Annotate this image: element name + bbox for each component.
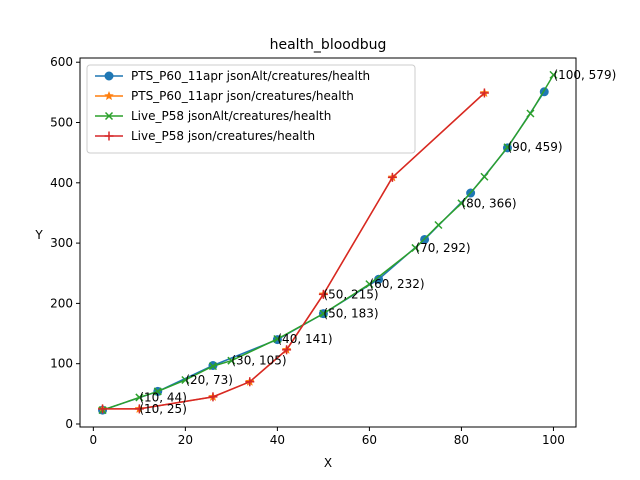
x-tick-label: 0 — [90, 433, 98, 447]
series-line — [102, 74, 555, 411]
data-point-stroke — [457, 199, 466, 208]
data-point-stroke — [549, 70, 558, 79]
legend-marker — [104, 111, 114, 121]
data-label: (10, 25) — [139, 402, 187, 416]
data-label: (90, 459) — [507, 140, 562, 154]
data-label: (100, 579) — [553, 68, 616, 82]
data-point — [227, 356, 236, 365]
y-tick-label: 300 — [50, 236, 73, 250]
data-point — [365, 280, 374, 289]
data-point — [479, 88, 489, 98]
data-label: (70, 292) — [415, 241, 470, 255]
data-point-stroke — [526, 109, 535, 118]
legend: PTS_P60_11apr jsonAlt/creatures/health PT… — [86, 64, 416, 154]
y-tick-label: 600 — [50, 55, 73, 69]
series-3 — [98, 70, 558, 415]
legend-item: Live_P58 json/creatures/health — [95, 129, 315, 143]
data-point-stroke — [503, 143, 512, 152]
data-point-stroke — [227, 356, 236, 365]
data-label: (50, 215) — [323, 287, 378, 301]
legend-label: Live_P58 json/creatures/health — [131, 129, 315, 143]
data-point-stroke — [434, 220, 443, 230]
legend-marker — [104, 131, 114, 141]
data-point — [208, 362, 218, 371]
legend-item: PTS_P60_11apr jsonAlt/creatures/health — [95, 69, 370, 83]
legend-label: PTS_P60_11apr jsonAlt/creatures/health — [131, 69, 370, 83]
data-point — [282, 345, 292, 355]
data-point — [208, 392, 218, 402]
y-tick-label: 200 — [50, 296, 73, 310]
data-point — [273, 334, 282, 344]
x-tick-label: 20 — [178, 433, 193, 447]
x-tick-label: 60 — [362, 433, 377, 447]
y-tick-label: 0 — [65, 417, 73, 431]
data-point — [181, 375, 190, 385]
legend-label: PTS_P60_11apr json/creatures/health — [131, 89, 354, 103]
legend-item: PTS_P60_11apr json/creatures/health — [95, 89, 354, 103]
data-point — [134, 404, 144, 414]
y-axis-label: Y — [34, 228, 43, 242]
data-point — [319, 309, 328, 318]
data-point-stroke — [181, 375, 190, 385]
data-point-stroke — [480, 172, 489, 181]
data-point-stroke — [153, 387, 162, 396]
data-point-stroke — [411, 243, 420, 252]
data-point-stroke — [208, 362, 218, 371]
y-tick-label: 100 — [50, 357, 73, 371]
data-point — [135, 393, 144, 402]
y-tick-label: 500 — [50, 116, 73, 130]
data-point-stroke — [135, 393, 144, 402]
legend-marker-stroke — [104, 111, 114, 121]
data-point — [98, 404, 108, 414]
data-point — [411, 243, 420, 252]
series-4 — [98, 88, 489, 414]
data-point — [549, 70, 558, 79]
data-point — [434, 220, 443, 230]
data-label: (10, 44) — [139, 390, 187, 404]
data-label: (40, 141) — [277, 332, 332, 346]
data-label: (30, 105) — [231, 354, 286, 368]
data-point — [480, 172, 489, 181]
data-label: (20, 73) — [185, 373, 233, 387]
data-point — [457, 199, 466, 208]
legend-label: Live_P58 jsonAlt/creatures/health — [131, 109, 331, 123]
data-point — [503, 143, 512, 152]
data-point-stroke — [273, 334, 282, 344]
data-point — [153, 387, 162, 396]
data-point — [318, 289, 328, 299]
x-tick-label: 80 — [454, 433, 469, 447]
data-label: (60, 232) — [369, 277, 424, 291]
data-label: (50, 183) — [323, 307, 378, 321]
data-point-stroke — [365, 280, 374, 289]
x-tick-label: 100 — [542, 433, 565, 447]
data-point — [387, 172, 397, 182]
y-tick-label: 400 — [50, 176, 73, 190]
x-axis-label: X — [324, 456, 332, 470]
legend-box — [86, 64, 416, 154]
data-label: (80, 366) — [461, 196, 516, 210]
legend-item: Live_P58 jsonAlt/creatures/health — [95, 109, 331, 123]
chart-title: health_bloodbug — [270, 37, 387, 53]
series-line — [102, 92, 485, 410]
legend-marker — [104, 90, 114, 101]
x-tick-label: 40 — [270, 433, 285, 447]
data-point — [526, 109, 535, 118]
data-point — [245, 377, 255, 387]
data-point-stroke — [319, 309, 328, 318]
legend-marker — [104, 71, 114, 81]
axes-frame — [79, 57, 577, 428]
